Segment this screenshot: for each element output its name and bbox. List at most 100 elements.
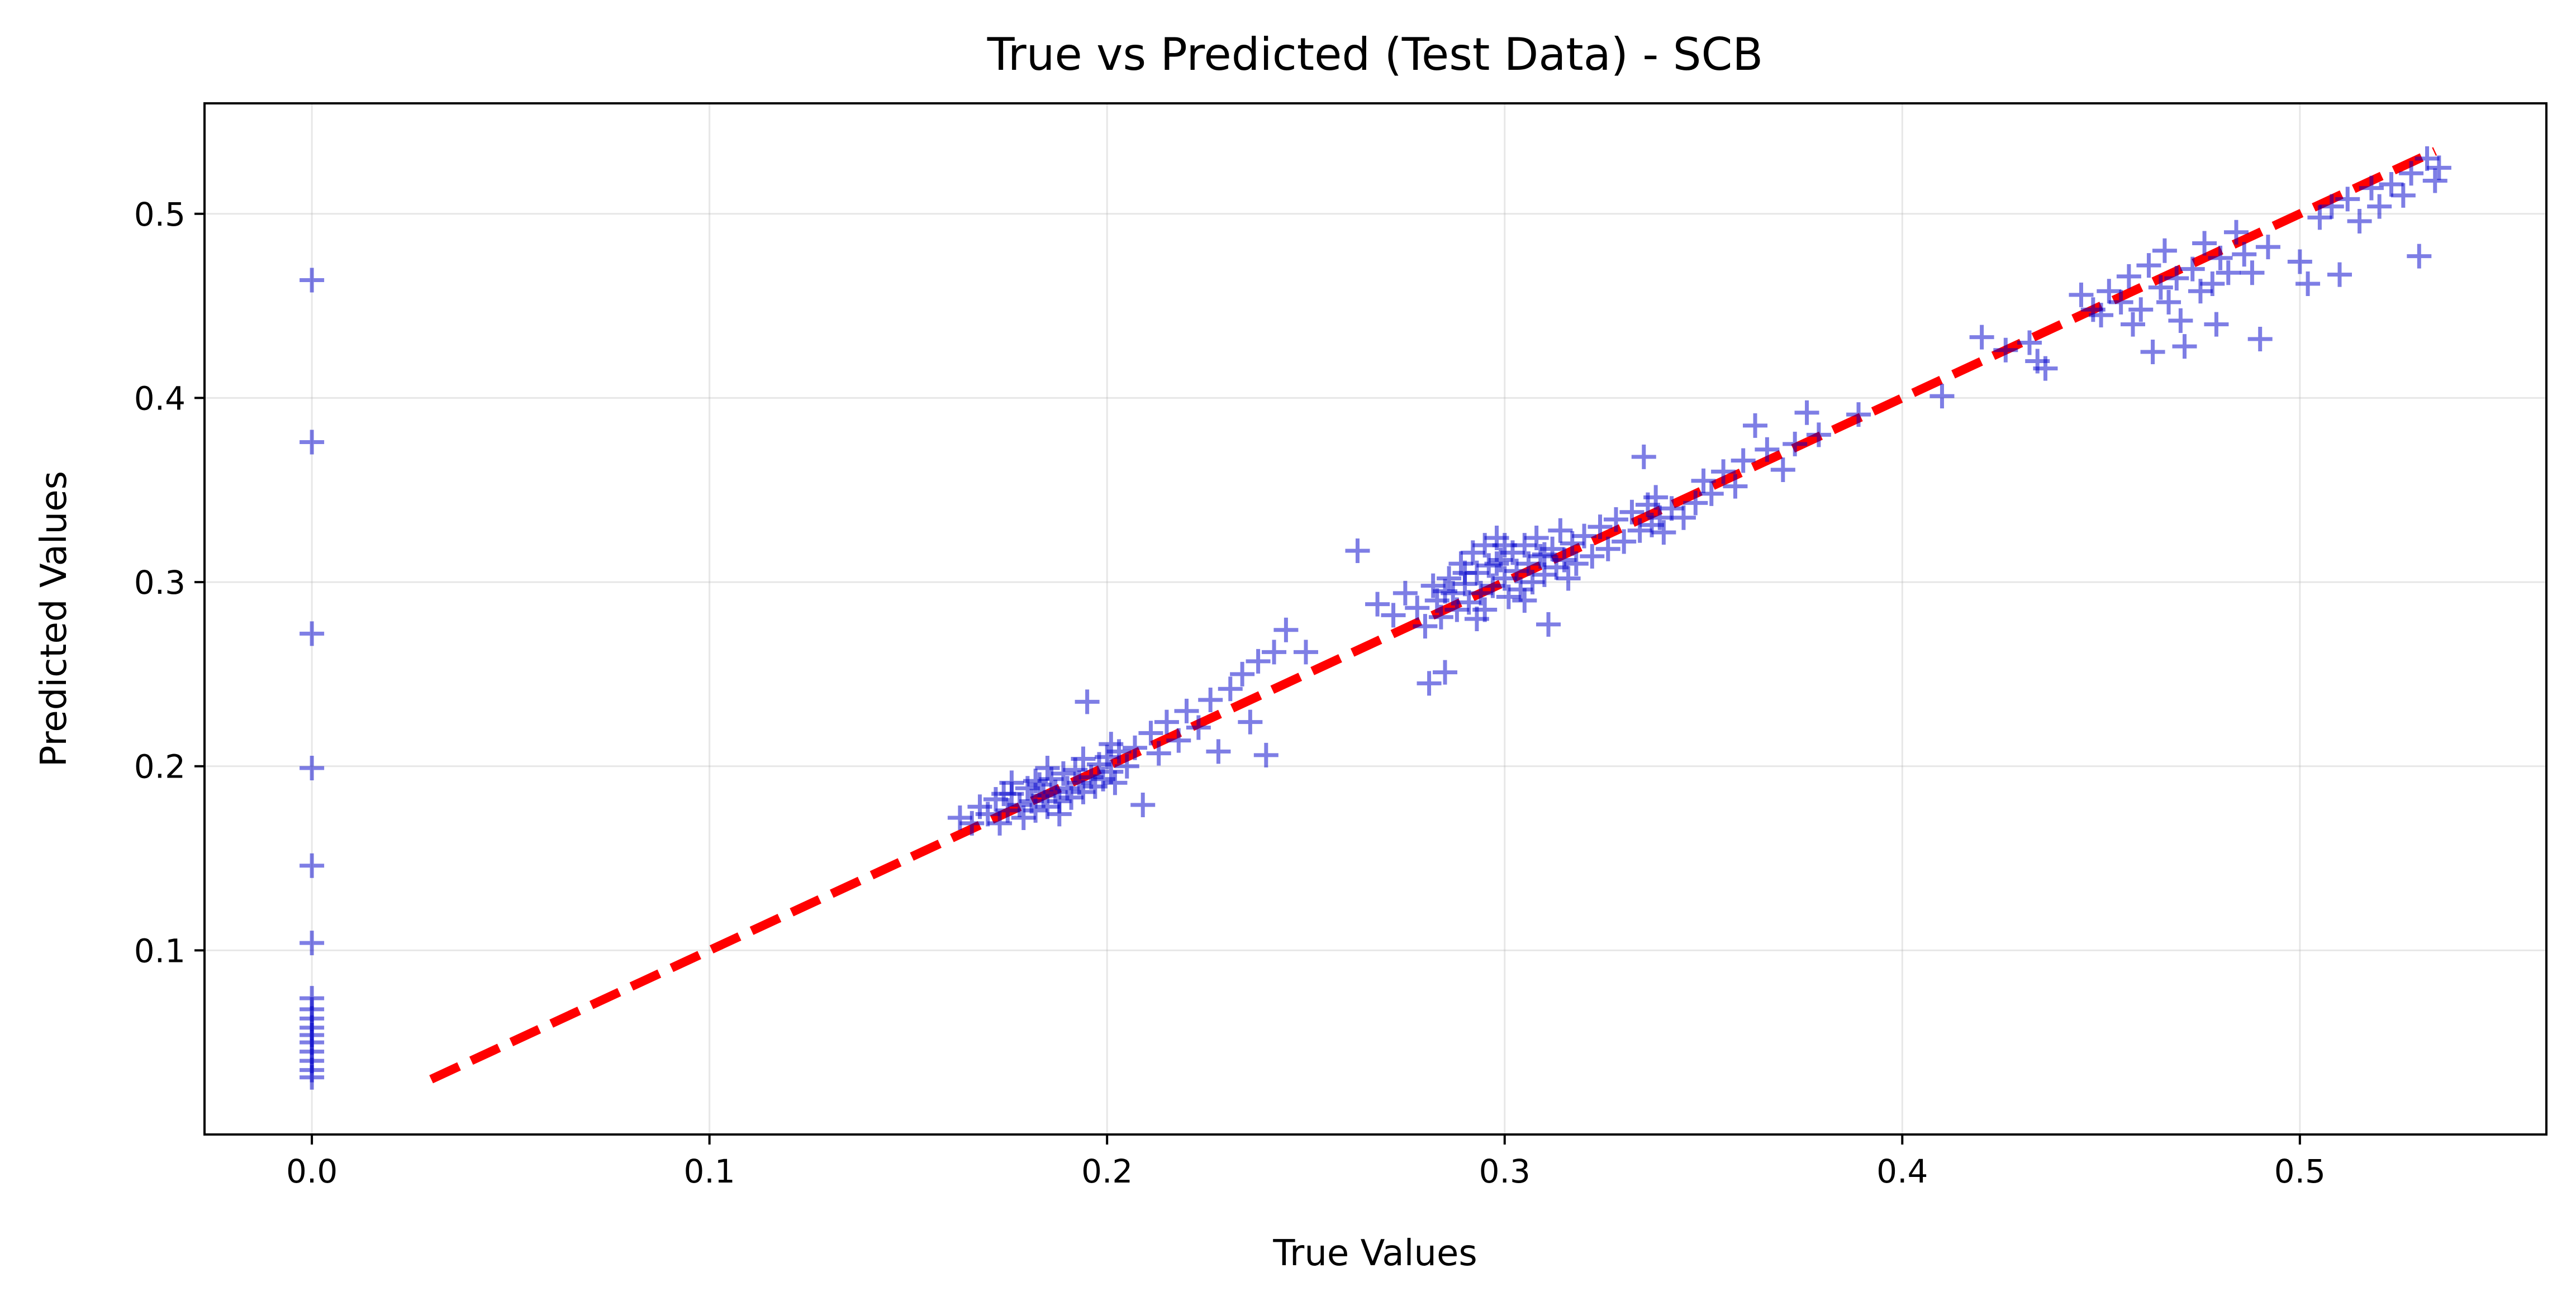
- y-tick-label: 0.3: [134, 564, 186, 602]
- data-point: [1743, 413, 1768, 438]
- data-point: [1246, 649, 1271, 674]
- data-point: [1102, 770, 1128, 795]
- data-point: [1071, 746, 1096, 771]
- data-point: [1123, 735, 1148, 760]
- data-point: [2407, 244, 2432, 269]
- data-point: [2367, 194, 2392, 219]
- data-points: [300, 146, 2451, 1090]
- data-point: [2033, 356, 2058, 381]
- plot-area: [205, 103, 2546, 1134]
- data-point: [1548, 518, 1573, 543]
- data-point: [1365, 592, 1390, 617]
- data-point: [2168, 308, 2193, 333]
- data-point: [1929, 384, 1955, 409]
- data-point: [1166, 728, 1191, 753]
- data-point: [991, 781, 1016, 807]
- data-point: [2148, 275, 2173, 300]
- data-point: [2108, 290, 2133, 315]
- data-point: [1230, 661, 1255, 687]
- y-tick-label: 0.5: [134, 196, 186, 233]
- data-point: [1595, 536, 1620, 561]
- data-point: [1381, 603, 1406, 628]
- data-point: [987, 811, 1013, 836]
- data-point: [2128, 297, 2154, 322]
- data-point: [1731, 448, 1756, 473]
- data-point: [2136, 253, 2161, 278]
- data-point: [1619, 499, 1645, 525]
- data-point: [1130, 792, 1156, 817]
- data-point: [2319, 194, 2344, 219]
- x-tick-label: 0.0: [286, 1152, 338, 1190]
- data-point: [1969, 325, 1994, 350]
- data-point: [1556, 566, 1581, 591]
- data-point: [1484, 551, 1509, 576]
- data-point: [1794, 400, 1819, 425]
- data-point: [2200, 271, 2225, 297]
- data-point: [1007, 792, 1032, 817]
- data-point: [2422, 168, 2447, 193]
- data-point: [2247, 326, 2273, 351]
- data-point: [1075, 689, 1100, 714]
- data-point: [1612, 529, 1637, 554]
- data-point: [1238, 709, 1263, 735]
- data-point: [1770, 457, 1795, 482]
- data-point: [2216, 260, 2241, 285]
- data-point: [1392, 580, 1418, 606]
- data-point: [1071, 779, 1096, 804]
- data-point: [1405, 595, 1430, 621]
- data-point: [300, 1065, 325, 1090]
- plot-frame: [203, 102, 2548, 1136]
- data-point: [1755, 437, 1780, 462]
- data-point: [1293, 640, 1318, 665]
- data-point: [2335, 187, 2360, 212]
- data-point: [2255, 235, 2280, 260]
- data-point: [1603, 507, 1628, 532]
- data-point: [1691, 468, 1716, 493]
- data-point: [1433, 579, 1458, 604]
- data-point: [1035, 756, 1060, 781]
- data-point: [1563, 551, 1589, 576]
- data-point: [1572, 523, 1597, 549]
- data-point: [2140, 340, 2165, 365]
- data-point: [1492, 533, 1517, 558]
- data-point: [2399, 161, 2424, 186]
- data-point: [1643, 485, 1669, 510]
- y-axis-ticks: 0.1 0.2 0.3 0.4 0.5: [134, 196, 205, 970]
- data-point: [2327, 262, 2352, 287]
- chart-title: True vs Predicted (Test Data) - SCB: [987, 28, 1763, 80]
- data-point: [1413, 614, 1438, 639]
- data-point: [1198, 688, 1223, 713]
- x-tick-label: 0.5: [2274, 1152, 2326, 1190]
- data-point: [1993, 337, 2018, 363]
- data-point: [2223, 220, 2249, 245]
- data-point: [300, 621, 325, 646]
- data-point: [2240, 260, 2265, 285]
- data-point: [1783, 431, 1808, 456]
- data-point: [2164, 266, 2189, 291]
- data-point: [1512, 588, 1537, 613]
- data-point: [1651, 520, 1676, 545]
- data-point: [959, 811, 985, 836]
- data-point: [2116, 264, 2141, 289]
- data-point: [1683, 490, 1708, 516]
- data-point: [1437, 566, 1462, 591]
- data-point: [1031, 783, 1056, 808]
- data-point: [1206, 739, 1231, 764]
- data-point: [1218, 676, 1243, 702]
- data-point: [1671, 505, 1696, 530]
- data-point: [2069, 282, 2094, 307]
- data-point: [2192, 231, 2217, 256]
- data-point: [2359, 175, 2384, 201]
- data-point: [1273, 617, 1299, 642]
- data-point: [1154, 709, 1179, 735]
- y-tick-label: 0.4: [134, 379, 186, 417]
- data-point: [1711, 459, 1736, 484]
- data-point: [1524, 525, 1549, 550]
- data-point: [1023, 798, 1048, 823]
- data-point: [1047, 802, 1072, 827]
- data-point: [1846, 402, 1871, 427]
- data-point: [300, 853, 325, 878]
- data-point: [300, 268, 325, 293]
- data-point: [300, 756, 325, 781]
- data-point: [1345, 538, 1370, 564]
